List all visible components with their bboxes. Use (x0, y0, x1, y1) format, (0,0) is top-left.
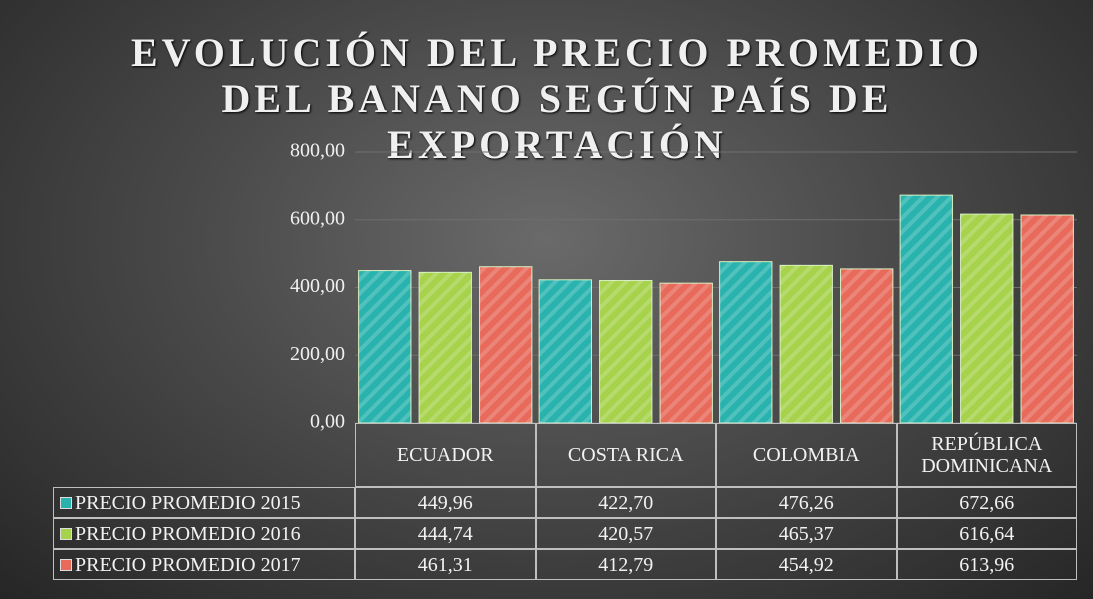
bar-texture (479, 266, 532, 423)
data-label: 422,70 (535, 487, 716, 518)
bar-texture (539, 279, 592, 423)
data-label: 461,31 (355, 549, 536, 580)
y-tick-label: 200,00 (290, 343, 345, 365)
chart-title: EVOLUCIÓN DEL PRECIO PROMEDIO DEL BANANO… (131, 30, 983, 167)
data-label: 444,74 (355, 518, 536, 549)
data-label: 613,96 (896, 549, 1077, 580)
legend-entry: PRECIO PROMEDIO 2017 (53, 549, 355, 580)
bar-texture (358, 270, 411, 423)
x-tick-label: ECUADOR (355, 423, 536, 487)
bar-texture (900, 195, 953, 423)
legend-entry: PRECIO PROMEDIO 2016 (53, 518, 355, 549)
y-tick-label: 800,00 (290, 140, 345, 162)
y-tick-label: 0,00 (310, 411, 345, 433)
bar-texture (840, 268, 893, 423)
legend-key (60, 558, 72, 571)
data-label: 420,57 (535, 518, 716, 549)
bar-texture (599, 280, 652, 423)
data-label: 465,37 (716, 518, 897, 549)
legend-label: PRECIO PROMEDIO 2015 (75, 491, 301, 514)
bar-texture (960, 214, 1013, 423)
x-tick-label: COSTA RICA (535, 423, 716, 487)
x-tick-label: REPÚBLICA DOMINICANA (896, 423, 1077, 487)
data-label: 412,79 (535, 549, 716, 580)
legend-entry: PRECIO PROMEDIO 2015 (53, 487, 355, 518)
x-tick-label: COLOMBIA (716, 423, 897, 487)
y-tick-label: 400,00 (290, 275, 345, 297)
bar-texture (660, 283, 713, 423)
legend-key (60, 527, 72, 540)
bar-texture (780, 265, 833, 423)
bar-texture (419, 272, 472, 423)
data-label: 454,92 (716, 549, 897, 580)
data-label: 476,26 (716, 487, 897, 518)
legend-label: PRECIO PROMEDIO 2017 (75, 553, 301, 576)
legend-key (60, 496, 72, 509)
y-tick-label: 600,00 (290, 207, 345, 229)
bar-texture (719, 261, 772, 423)
bar-texture (1021, 215, 1074, 423)
legend-label: PRECIO PROMEDIO 2016 (75, 522, 301, 545)
data-label: 449,96 (355, 487, 536, 518)
data-label: 672,66 (896, 487, 1077, 518)
data-label: 616,64 (896, 518, 1077, 549)
